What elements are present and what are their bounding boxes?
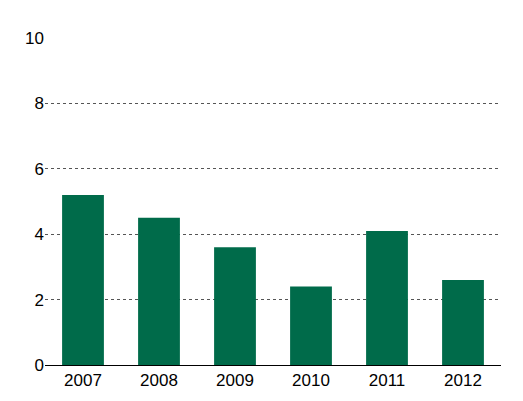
svg-text:6: 6 [35,160,44,179]
svg-text:8: 8 [35,94,44,113]
svg-text:4: 4 [35,225,44,244]
svg-text:2: 2 [35,291,44,310]
svg-text:2008: 2008 [140,371,178,390]
svg-text:2007: 2007 [64,371,102,390]
svg-text:2009: 2009 [216,371,254,390]
svg-text:2010: 2010 [292,371,330,390]
svg-text:10: 10 [25,29,44,48]
svg-text:2011: 2011 [369,371,406,390]
svg-text:2012: 2012 [444,371,482,390]
svg-text:0: 0 [35,356,44,375]
